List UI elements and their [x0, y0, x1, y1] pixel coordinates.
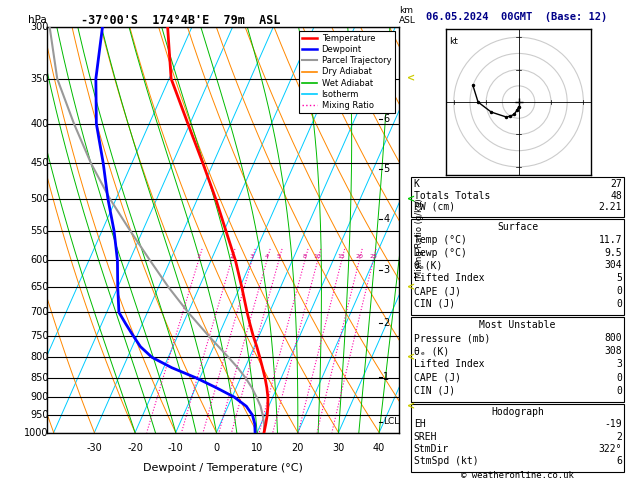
Text: 850: 850: [30, 373, 49, 383]
Text: Dewp (°C): Dewp (°C): [414, 247, 467, 258]
Text: <: <: [407, 282, 415, 293]
Text: θₑ(K): θₑ(K): [414, 260, 443, 270]
Text: kt: kt: [449, 37, 458, 46]
Text: hPa: hPa: [28, 15, 47, 25]
Text: 322°: 322°: [599, 444, 622, 454]
Text: © weatheronline.co.uk: © weatheronline.co.uk: [461, 471, 574, 480]
Text: 6: 6: [383, 114, 389, 123]
Text: 2: 2: [616, 432, 622, 441]
Text: 6: 6: [616, 456, 622, 466]
Text: 2.21: 2.21: [599, 202, 622, 212]
Legend: Temperature, Dewpoint, Parcel Trajectory, Dry Adiabat, Wet Adiabat, Isotherm, Mi: Temperature, Dewpoint, Parcel Trajectory…: [299, 31, 394, 113]
Text: Pressure (mb): Pressure (mb): [414, 333, 490, 343]
Text: -10: -10: [168, 443, 184, 452]
Text: 2: 2: [230, 254, 233, 259]
Text: Temp (°C): Temp (°C): [414, 235, 467, 245]
Text: CIN (J): CIN (J): [414, 299, 455, 309]
Text: PW (cm): PW (cm): [414, 202, 455, 212]
Text: SREH: SREH: [414, 432, 437, 441]
Text: 350: 350: [30, 74, 49, 84]
Text: 0: 0: [616, 385, 622, 396]
Text: Hodograph: Hodograph: [491, 407, 544, 417]
Text: 0: 0: [616, 299, 622, 309]
Text: 304: 304: [604, 260, 622, 270]
Text: 4: 4: [383, 214, 389, 224]
Text: 0: 0: [616, 286, 622, 296]
Text: CAPE (J): CAPE (J): [414, 286, 461, 296]
Text: K: K: [414, 179, 420, 189]
Text: 10: 10: [314, 254, 321, 259]
Text: 450: 450: [30, 158, 49, 168]
Text: km
ASL: km ASL: [399, 6, 416, 25]
Text: 25: 25: [369, 254, 377, 259]
Text: 650: 650: [30, 282, 49, 293]
Text: 500: 500: [30, 194, 49, 204]
Text: 550: 550: [30, 226, 49, 236]
Text: 600: 600: [30, 255, 49, 265]
Text: 30: 30: [332, 443, 345, 452]
Text: Lifted Index: Lifted Index: [414, 273, 484, 283]
Text: 3: 3: [250, 254, 254, 259]
Text: 15: 15: [338, 254, 345, 259]
Text: 4: 4: [265, 254, 269, 259]
Text: EH: EH: [414, 419, 426, 429]
Text: 800: 800: [30, 352, 49, 363]
Text: StmDir: StmDir: [414, 444, 449, 454]
Text: Totals Totals: Totals Totals: [414, 191, 490, 201]
Text: 5: 5: [616, 273, 622, 283]
Text: StmSpd (kt): StmSpd (kt): [414, 456, 479, 466]
Text: 308: 308: [604, 347, 622, 356]
Text: Lifted Index: Lifted Index: [414, 360, 484, 369]
Text: 20: 20: [292, 443, 304, 452]
Text: <: <: [407, 401, 415, 411]
Text: <: <: [407, 74, 415, 84]
Text: 5: 5: [277, 254, 281, 259]
Text: Dewpoint / Temperature (°C): Dewpoint / Temperature (°C): [143, 463, 303, 473]
Text: -19: -19: [604, 419, 622, 429]
Text: LCL: LCL: [383, 417, 399, 426]
Text: 700: 700: [30, 307, 49, 317]
Text: -30: -30: [87, 443, 103, 452]
Text: Mixing Ratio (g/kg): Mixing Ratio (g/kg): [415, 198, 425, 278]
Text: 8: 8: [303, 254, 307, 259]
Text: -37°00'S  174°4B'E  79m  ASL: -37°00'S 174°4B'E 79m ASL: [81, 14, 281, 27]
Text: CIN (J): CIN (J): [414, 385, 455, 396]
Text: 400: 400: [30, 119, 49, 129]
Text: 0: 0: [213, 443, 220, 452]
Text: CAPE (J): CAPE (J): [414, 373, 461, 382]
Text: 3: 3: [383, 265, 389, 276]
Text: 1: 1: [197, 254, 201, 259]
Text: 300: 300: [30, 22, 49, 32]
Text: 40: 40: [373, 443, 386, 452]
Text: 3: 3: [616, 360, 622, 369]
Text: 1000: 1000: [25, 428, 49, 437]
Text: 1: 1: [383, 372, 389, 382]
Text: 950: 950: [30, 410, 49, 420]
Text: Most Unstable: Most Unstable: [479, 320, 556, 330]
Text: 750: 750: [30, 330, 49, 341]
Text: 800: 800: [604, 333, 622, 343]
Text: 48: 48: [610, 191, 622, 201]
Text: Surface: Surface: [497, 222, 538, 232]
Text: -20: -20: [127, 443, 143, 452]
Text: 2: 2: [383, 318, 389, 328]
Text: 900: 900: [30, 392, 49, 402]
Text: 10: 10: [251, 443, 264, 452]
Text: 11.7: 11.7: [599, 235, 622, 245]
Text: <: <: [407, 194, 415, 204]
Text: θₑ (K): θₑ (K): [414, 347, 449, 356]
Text: 20: 20: [355, 254, 363, 259]
Text: <: <: [407, 352, 415, 363]
Text: 27: 27: [610, 179, 622, 189]
Text: 7: 7: [383, 64, 389, 74]
Text: 06.05.2024  00GMT  (Base: 12): 06.05.2024 00GMT (Base: 12): [426, 12, 608, 22]
Text: 9.5: 9.5: [604, 247, 622, 258]
Text: 5: 5: [383, 164, 389, 174]
Text: 0: 0: [616, 373, 622, 382]
